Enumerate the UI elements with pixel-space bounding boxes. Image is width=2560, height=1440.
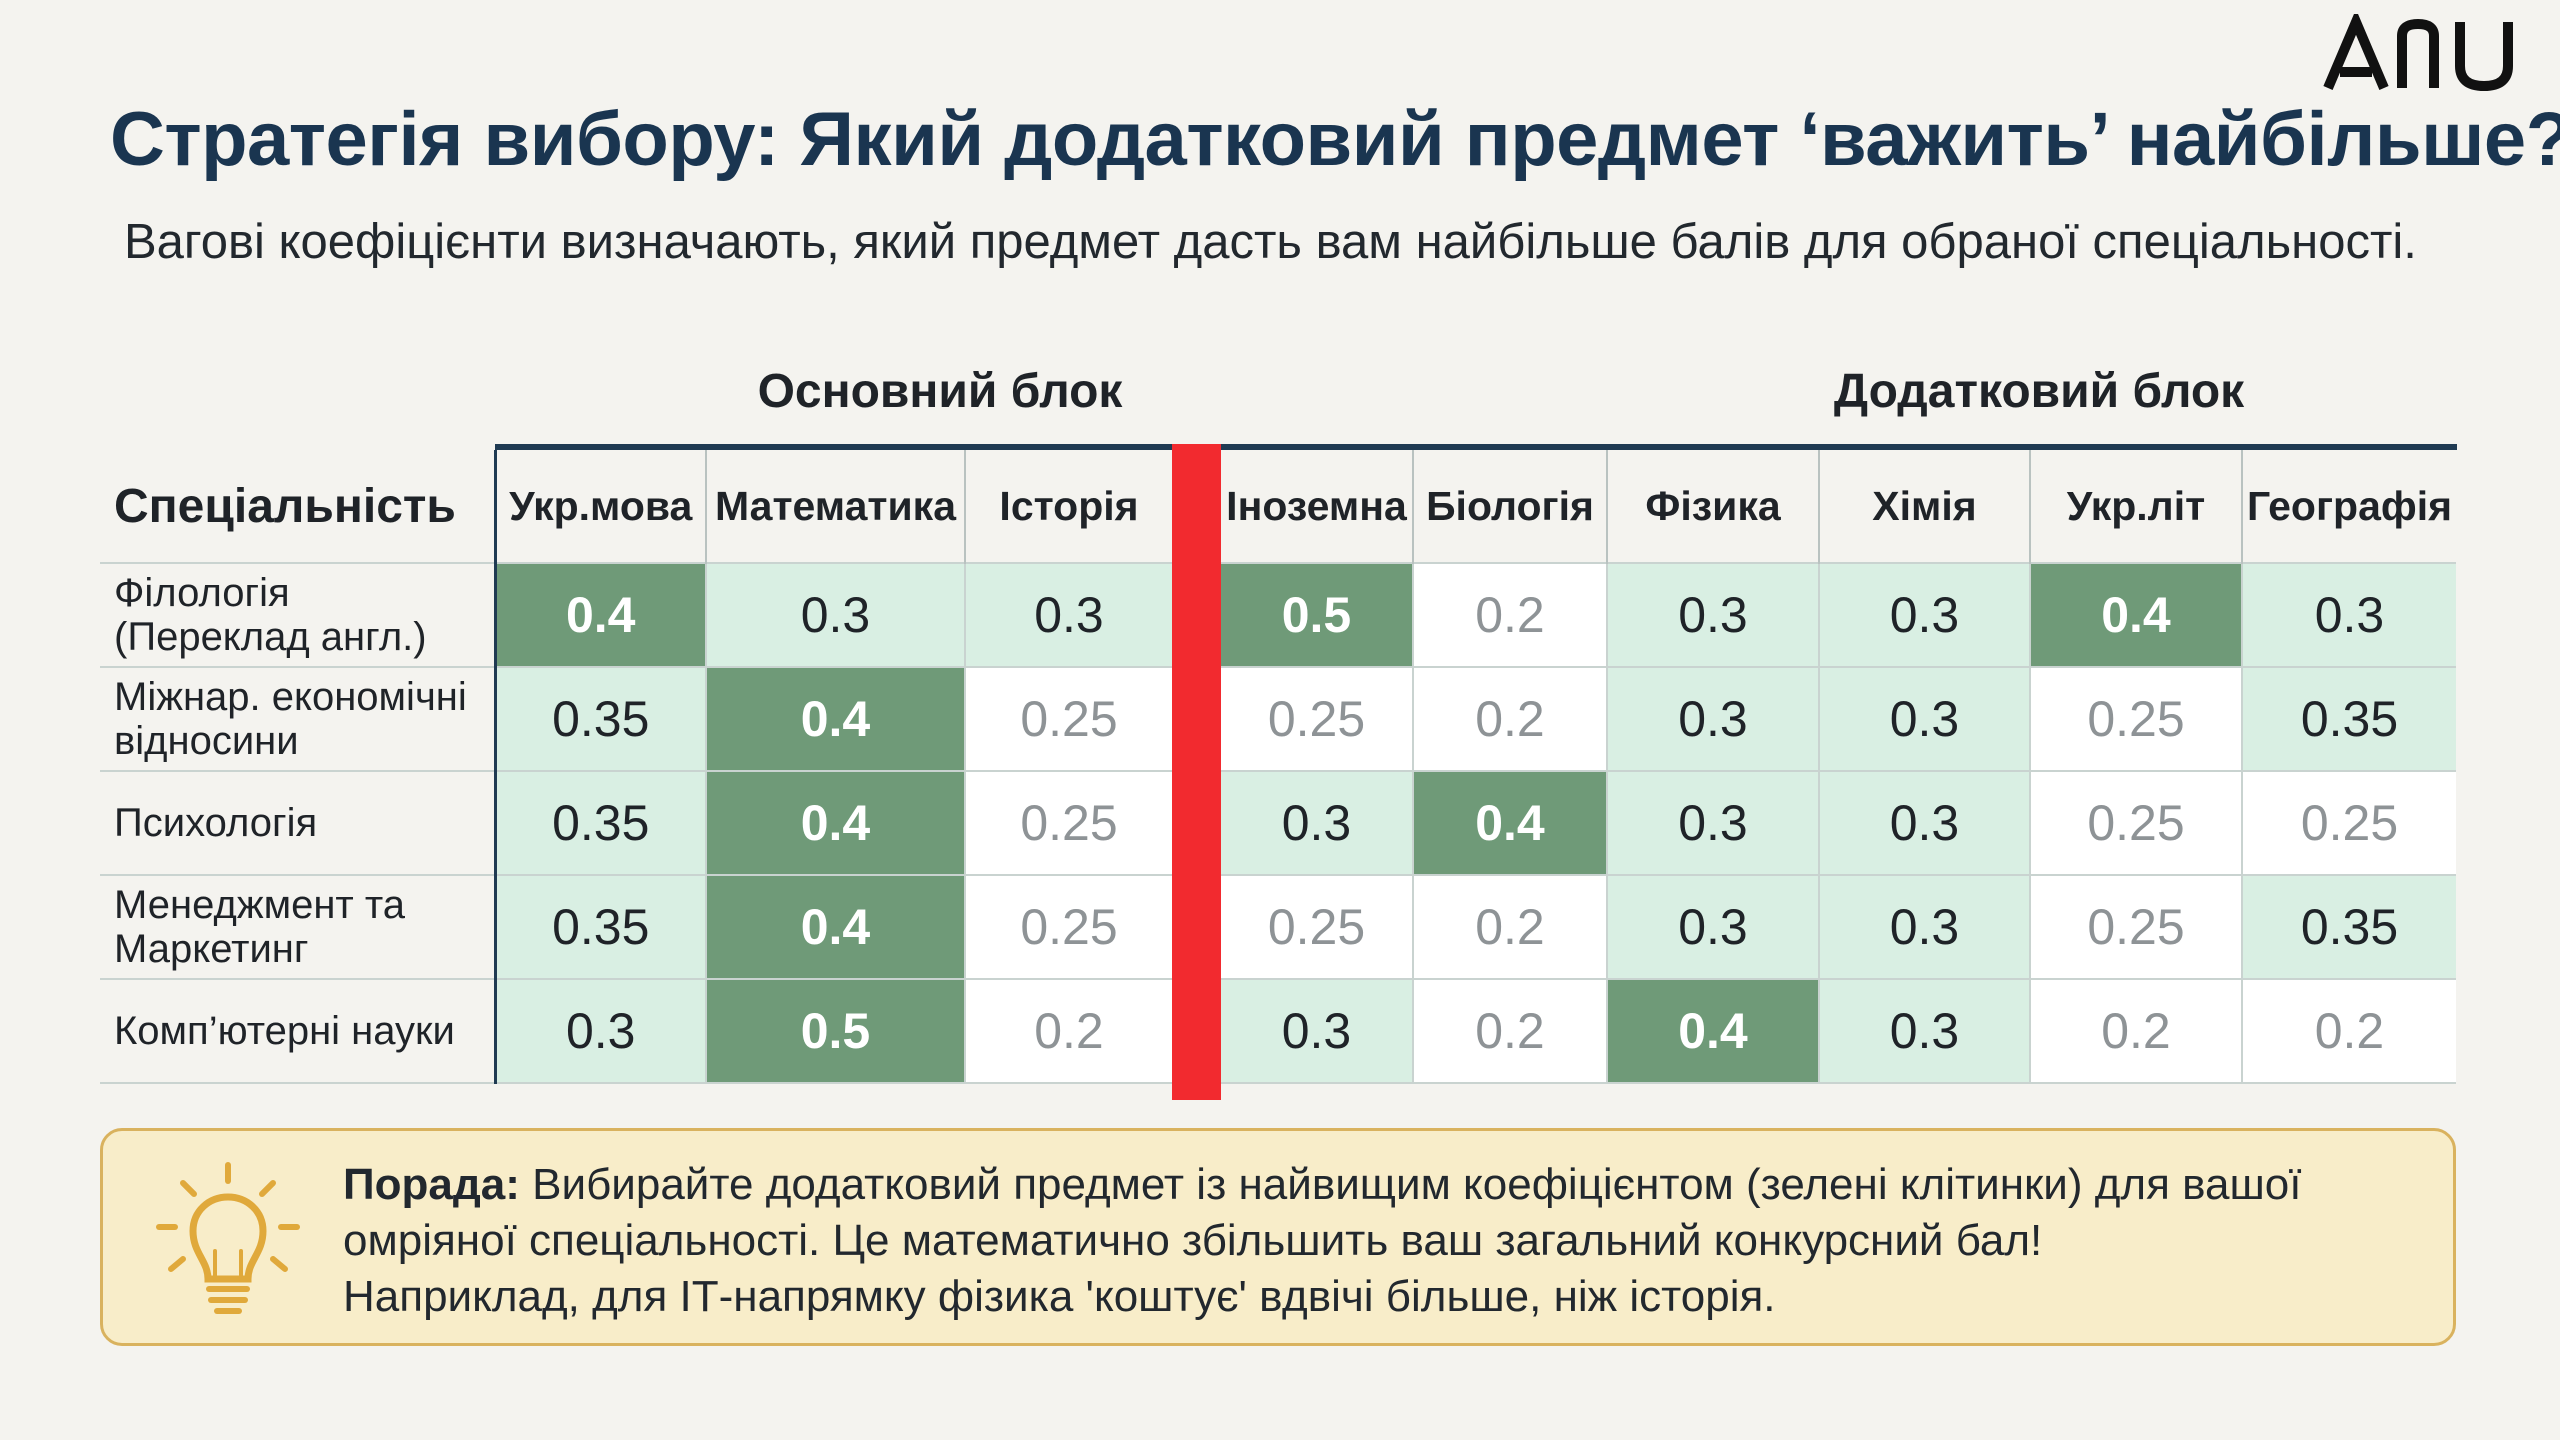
table-row: Менеджмент та Маркетинг 0.35 0.4 0.25 0.25 0.2… (100, 874, 2456, 979)
coefficient-cell: 0.4 (705, 770, 965, 875)
coefficient-cell: 0.2 (1412, 666, 1607, 771)
coefficient-cell: 0.35 (2241, 666, 2456, 771)
specialty-name-line: Філологія (114, 571, 290, 615)
specialty-name-line: Маркетинг (114, 927, 309, 971)
tip-label: Порада: (343, 1160, 520, 1209)
coefficient-cell: 0.3 (1221, 770, 1413, 875)
coefficient-cell: 0.4 (1606, 978, 1819, 1084)
header-row: Спеціальність Укр.мова Математика Історі… (100, 450, 2456, 563)
coefficient-cell: 0.3 (1606, 562, 1819, 667)
coefficient-cell: 0.5 (705, 978, 965, 1084)
coefficient-cell: 0.3 (1818, 562, 2030, 667)
table-row: Філологія (Переклад англ.) 0.4 0.3 0.3 0.5 0.2… (100, 562, 2456, 667)
column-header-matematyka: Математика (705, 450, 965, 563)
column-header-inozemna: Іноземна (1226, 482, 1407, 529)
coefficient-cell: 0.25 (1221, 874, 1413, 979)
tip-box: Порада: Вибирайте додатковий предмет із … (100, 1128, 2456, 1346)
specialty-name-line: відносини (114, 719, 299, 763)
specialty-name-line: Міжнар. економічні (114, 675, 467, 719)
coefficient-cell: 0.2 (964, 978, 1172, 1084)
lightbulb-icon (156, 1162, 300, 1314)
coefficient-cell: 0.4 (705, 666, 965, 771)
specialty-name-line: Комп’ютерні науки (114, 1009, 455, 1053)
coefficient-cell: 0.3 (705, 562, 965, 667)
coefficient-cell: 0.3 (1606, 666, 1819, 771)
main-block-rule (495, 444, 1172, 450)
page-title: Стратегія вибору: Який додатковий предме… (110, 97, 2560, 182)
coefficient-cell: 0.25 (2029, 874, 2242, 979)
coefficient-cell: 0.3 (1818, 666, 2030, 771)
coefficient-cell: 0.35 (2241, 874, 2456, 979)
coefficient-cell: 0.3 (1818, 770, 2030, 875)
coefficient-cell: 0.4 (493, 562, 706, 667)
coefficient-cell: 0.2 (2241, 978, 2456, 1084)
coefficient-cell: 0.35 (493, 666, 706, 771)
specialty-name: Психологія (100, 770, 495, 875)
coefficient-cell: 0.35 (493, 770, 706, 875)
column-header-fizyka: Фізика (1606, 450, 1819, 563)
coefficient-cell: 0.3 (493, 978, 706, 1084)
coefficient-cell: 0.2 (2029, 978, 2242, 1084)
coefficient-table: Спеціальність Укр.мова Математика Історі… (100, 450, 2456, 1084)
specialty-name: Філологія (Переклад англ.) (100, 562, 495, 667)
coefficient-cell: 0.3 (1818, 978, 2030, 1084)
coefficient-cell: 0.25 (1221, 666, 1413, 771)
column-header-khimiia: Хімія (1818, 450, 2030, 563)
column-header-heohrafiia: Географія (2241, 450, 2456, 563)
extra-block-rule (1221, 444, 2457, 450)
coefficient-cell: 0.35 (493, 874, 706, 979)
tip-line-3: Наприклад, для ІТ-напрямку фізика 'кошту… (343, 1272, 1776, 1321)
coefficient-cell: 0.25 (964, 770, 1172, 875)
table-row: Психологія 0.35 0.4 0.25 0.3 0.4 0.3 0.3 0.25 0.2… (100, 770, 2456, 875)
page-subtitle: Вагові коефіцієнти визначають, який пред… (124, 215, 2417, 269)
tip-text: Порада: Вибирайте додатковий предмет із … (343, 1157, 2423, 1325)
coefficient-cell: 0.25 (964, 666, 1172, 771)
coefficient-cell: 0.4 (705, 874, 965, 979)
coefficient-cell: 0.5 (1221, 562, 1413, 667)
tip-line-1: Вибирайте додатковий предмет із найвищим… (532, 1160, 2302, 1209)
specialty-name-line: Менеджмент та (114, 883, 405, 927)
column-header-ukr-mova: Укр.мова (493, 450, 706, 563)
coefficient-cell: 0.3 (1606, 874, 1819, 979)
block-divider-bar (1172, 444, 1221, 1100)
column-header-ukr-lit: Укр.літ (2029, 450, 2242, 563)
coefficient-cell: 0.2 (1412, 562, 1607, 667)
coefficient-cell: 0.25 (964, 874, 1172, 979)
coefficient-cell: 0.25 (2241, 770, 2456, 875)
specialty-name-line: Психологія (114, 801, 318, 845)
coefficient-cell: 0.25 (2029, 666, 2242, 771)
specialty-name-line: (Переклад англ.) (114, 615, 427, 659)
extra-block-label: Додатковий блок (1833, 365, 2245, 418)
coefficient-cell: 0.4 (2029, 562, 2242, 667)
table-row: Комп’ютерні науки 0.3 0.5 0.2 0.3 0.2 0.4 0.3 0.… (100, 978, 2456, 1084)
spec-column-header: Спеціальність (114, 479, 456, 533)
anu-logo (2323, 14, 2513, 92)
specialty-name: Комп’ютерні науки (100, 978, 495, 1084)
column-header-istoriia: Історія (964, 450, 1172, 563)
coefficient-cell: 0.25 (2029, 770, 2242, 875)
coefficient-cell: 0.2 (1412, 874, 1607, 979)
coefficient-cell: 0.2 (1412, 978, 1607, 1084)
column-header-biolohiia: Біологія (1412, 450, 1607, 563)
specialty-name: Менеджмент та Маркетинг (100, 874, 495, 979)
specialty-name: Міжнар. економічні відносини (100, 666, 495, 771)
coefficient-cell: 0.3 (1221, 978, 1413, 1084)
table-row: Міжнар. економічні відносини 0.35 0.4 0.25 0.… (100, 666, 2456, 771)
tip-line-2: омріяної спеціальності. Це математично з… (343, 1216, 2043, 1265)
coefficient-cell: 0.3 (964, 562, 1172, 667)
coefficient-cell: 0.3 (1818, 874, 2030, 979)
coefficient-cell: 0.3 (2241, 562, 2456, 667)
coefficient-cell: 0.4 (1412, 770, 1607, 875)
main-block-label: Основний блок (757, 365, 1123, 418)
coefficient-cell: 0.3 (1606, 770, 1819, 875)
